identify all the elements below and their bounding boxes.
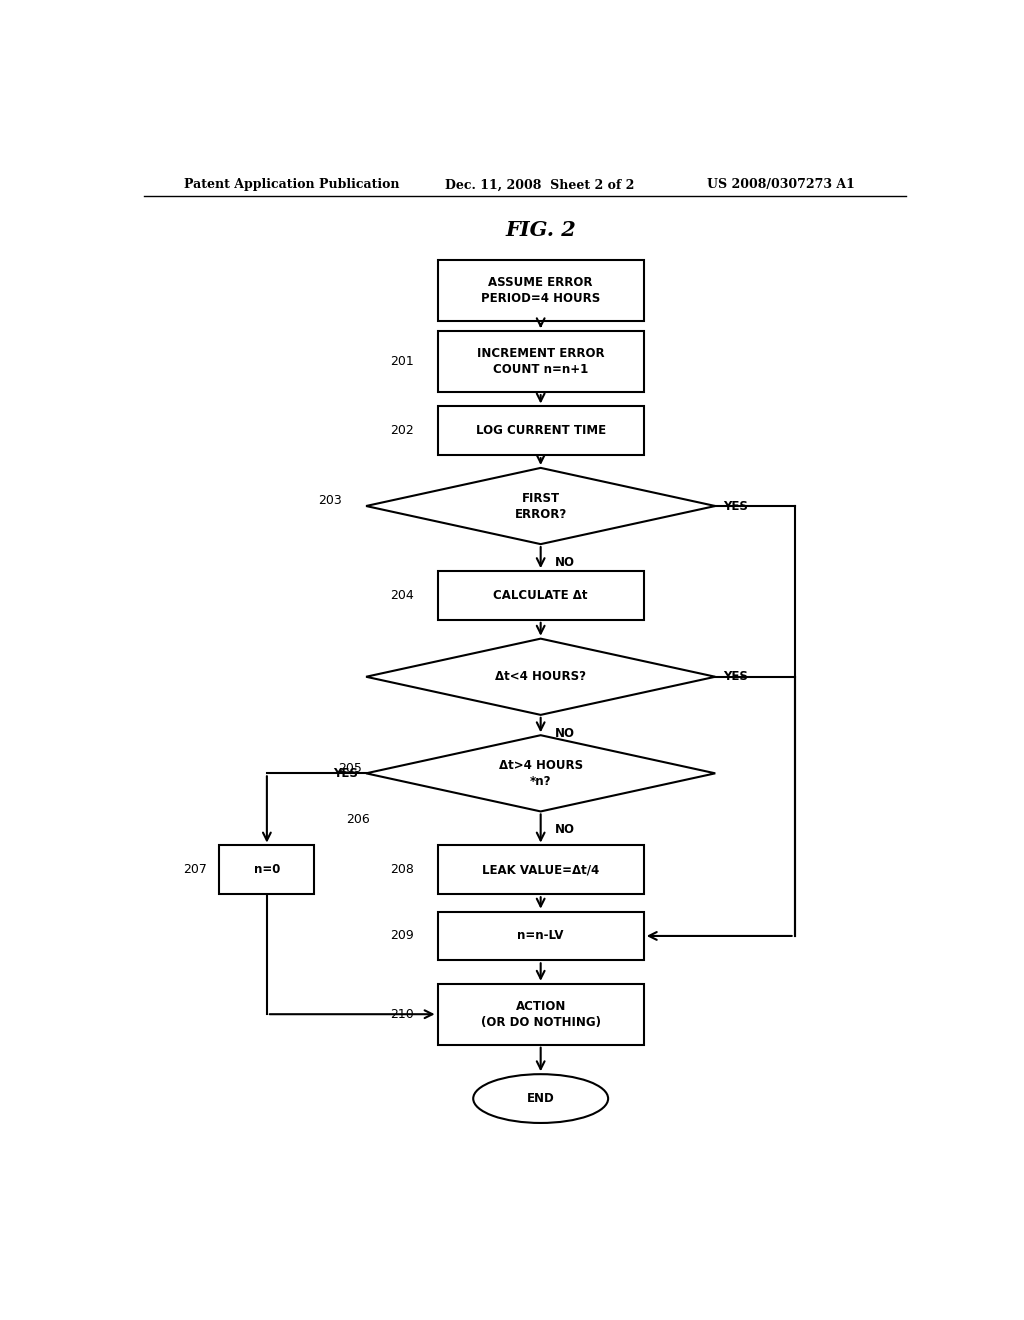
Text: 209: 209 xyxy=(390,929,414,942)
Text: Dec. 11, 2008  Sheet 2 of 2: Dec. 11, 2008 Sheet 2 of 2 xyxy=(445,178,635,191)
Text: YES: YES xyxy=(333,767,358,780)
Polygon shape xyxy=(367,639,715,715)
Text: INCREMENT ERROR
COUNT n=n+1: INCREMENT ERROR COUNT n=n+1 xyxy=(477,347,604,376)
Text: NO: NO xyxy=(555,556,574,569)
FancyBboxPatch shape xyxy=(437,407,644,455)
Text: n=0: n=0 xyxy=(254,863,281,876)
Text: CALCULATE Δt: CALCULATE Δt xyxy=(494,589,588,602)
Text: 207: 207 xyxy=(183,863,207,876)
Text: n=n-LV: n=n-LV xyxy=(517,929,564,942)
FancyBboxPatch shape xyxy=(437,846,644,894)
FancyBboxPatch shape xyxy=(437,572,644,620)
Polygon shape xyxy=(367,735,715,812)
Text: 208: 208 xyxy=(390,863,414,876)
Text: FIRST
ERROR?: FIRST ERROR? xyxy=(514,491,567,520)
Text: YES: YES xyxy=(723,499,749,512)
FancyBboxPatch shape xyxy=(437,331,644,392)
Text: NO: NO xyxy=(555,727,574,739)
Text: 210: 210 xyxy=(390,1007,414,1020)
Text: Patent Application Publication: Patent Application Publication xyxy=(183,178,399,191)
Ellipse shape xyxy=(473,1074,608,1123)
Text: 201: 201 xyxy=(390,355,414,368)
Text: 206: 206 xyxy=(346,813,370,825)
Text: NO: NO xyxy=(555,824,574,837)
Text: 203: 203 xyxy=(318,495,342,507)
Text: US 2008/0307273 A1: US 2008/0307273 A1 xyxy=(708,178,855,191)
Text: 205: 205 xyxy=(338,762,362,775)
Text: LOG CURRENT TIME: LOG CURRENT TIME xyxy=(475,424,606,437)
Text: END: END xyxy=(526,1092,555,1105)
Text: ACTION
(OR DO NOTHING): ACTION (OR DO NOTHING) xyxy=(480,999,601,1028)
Text: FIG. 2: FIG. 2 xyxy=(505,219,577,239)
Text: YES: YES xyxy=(723,671,749,684)
Text: 204: 204 xyxy=(390,589,414,602)
Text: LEAK VALUE=Δt/4: LEAK VALUE=Δt/4 xyxy=(482,863,599,876)
FancyBboxPatch shape xyxy=(437,260,644,321)
Text: Δt>4 HOURS
*n?: Δt>4 HOURS *n? xyxy=(499,759,583,788)
Text: ASSUME ERROR
PERIOD=4 HOURS: ASSUME ERROR PERIOD=4 HOURS xyxy=(481,276,600,305)
FancyBboxPatch shape xyxy=(437,912,644,961)
Text: Δt<4 HOURS?: Δt<4 HOURS? xyxy=(496,671,586,684)
Text: 202: 202 xyxy=(390,424,414,437)
Polygon shape xyxy=(367,467,715,544)
FancyBboxPatch shape xyxy=(437,983,644,1044)
FancyBboxPatch shape xyxy=(219,846,314,894)
